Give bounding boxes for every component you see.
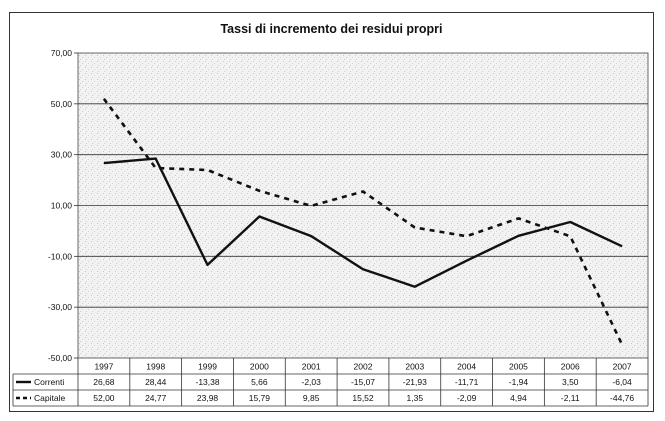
x-tick-label: 2002 <box>354 362 373 372</box>
data-label: -44,76 <box>610 393 634 403</box>
data-label: -15,07 <box>351 377 375 387</box>
x-tick-label: 2005 <box>509 362 528 372</box>
data-label: -13,38 <box>195 377 219 387</box>
y-tick-label: 70,00 <box>51 48 73 58</box>
y-tick-label: -30,00 <box>48 302 72 312</box>
data-label: -6,04 <box>612 377 632 387</box>
y-tick-label: 30,00 <box>51 150 73 160</box>
x-tick-label: 1999 <box>198 362 217 372</box>
y-tick-label: -50,00 <box>48 353 72 363</box>
data-label: 9,85 <box>303 393 320 403</box>
legend-label-capitale: Capitale <box>34 393 65 403</box>
legend-label-correnti: Correnti <box>34 377 64 387</box>
gridlines <box>78 103 648 308</box>
data-label: -2,03 <box>301 377 321 387</box>
data-label: 5,66 <box>251 377 268 387</box>
data-label: 4,94 <box>510 393 527 403</box>
data-table: 1997 1998 1999 2000 2001 2002 2003 2004 2005 2006… <box>12 358 649 407</box>
data-label: 15,79 <box>249 393 271 403</box>
data-label: -1,94 <box>509 377 529 387</box>
x-tick-label: 2000 <box>250 362 269 372</box>
data-label: 26,68 <box>93 377 115 387</box>
data-label: -11,71 <box>455 377 479 387</box>
data-label: 24,77 <box>145 393 167 403</box>
x-tick-label: 1997 <box>94 362 113 372</box>
data-label: 52,00 <box>93 393 115 403</box>
data-label: 15,52 <box>352 393 374 403</box>
y-axis: 70,00 50,00 30,00 10,00 -10,00 -30,00 -50,00 <box>48 48 78 363</box>
data-label: 28,44 <box>145 377 167 387</box>
y-tick-label: -10,00 <box>48 251 72 261</box>
data-label: 3,50 <box>562 377 579 387</box>
data-label: 23,98 <box>197 393 219 403</box>
data-label: -2,09 <box>457 393 477 403</box>
y-tick-label: 50,00 <box>51 99 73 109</box>
y-tick-label: 10,00 <box>51 201 73 211</box>
data-label: -21,93 <box>403 377 427 387</box>
data-label: 1,35 <box>407 393 424 403</box>
x-tick-label: 1998 <box>146 362 165 372</box>
x-tick-label: 2006 <box>561 362 580 372</box>
x-tick-label: 2007 <box>613 362 632 372</box>
x-tick-label: 2004 <box>457 362 476 372</box>
x-tick-label: 2003 <box>405 362 424 372</box>
data-label: -2,11 <box>561 393 580 403</box>
x-tick-label: 2001 <box>302 362 321 372</box>
chart-title: Tassi di incremento dei residui propri <box>220 22 443 36</box>
series-lines <box>102 98 624 346</box>
